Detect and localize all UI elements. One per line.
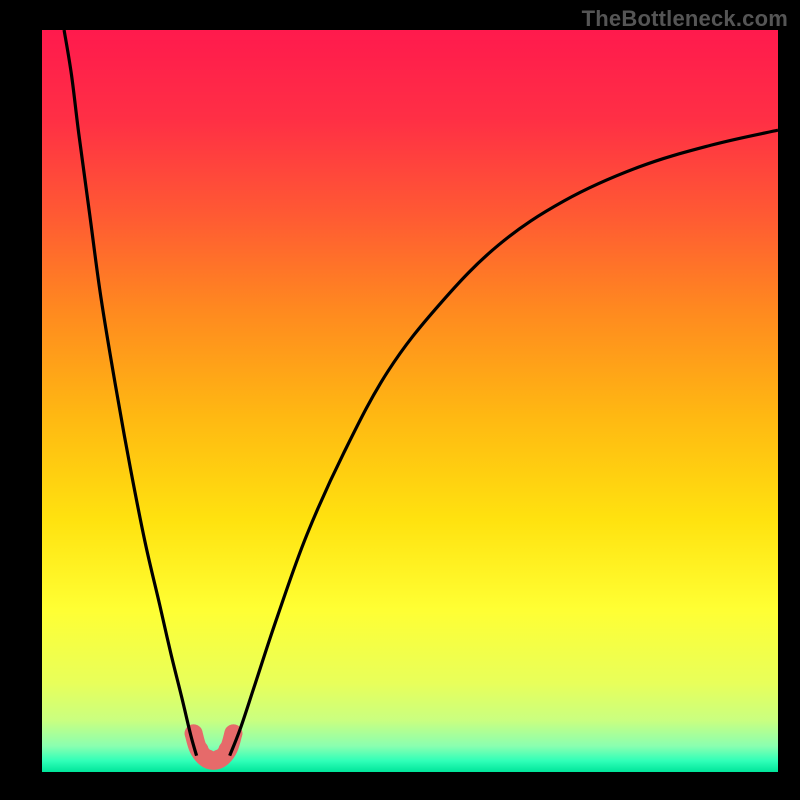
watermark-text: TheBottleneck.com <box>582 6 788 32</box>
chart-frame: TheBottleneck.com <box>0 0 800 800</box>
chart-background <box>42 30 778 772</box>
bottleneck-chart <box>42 30 778 772</box>
